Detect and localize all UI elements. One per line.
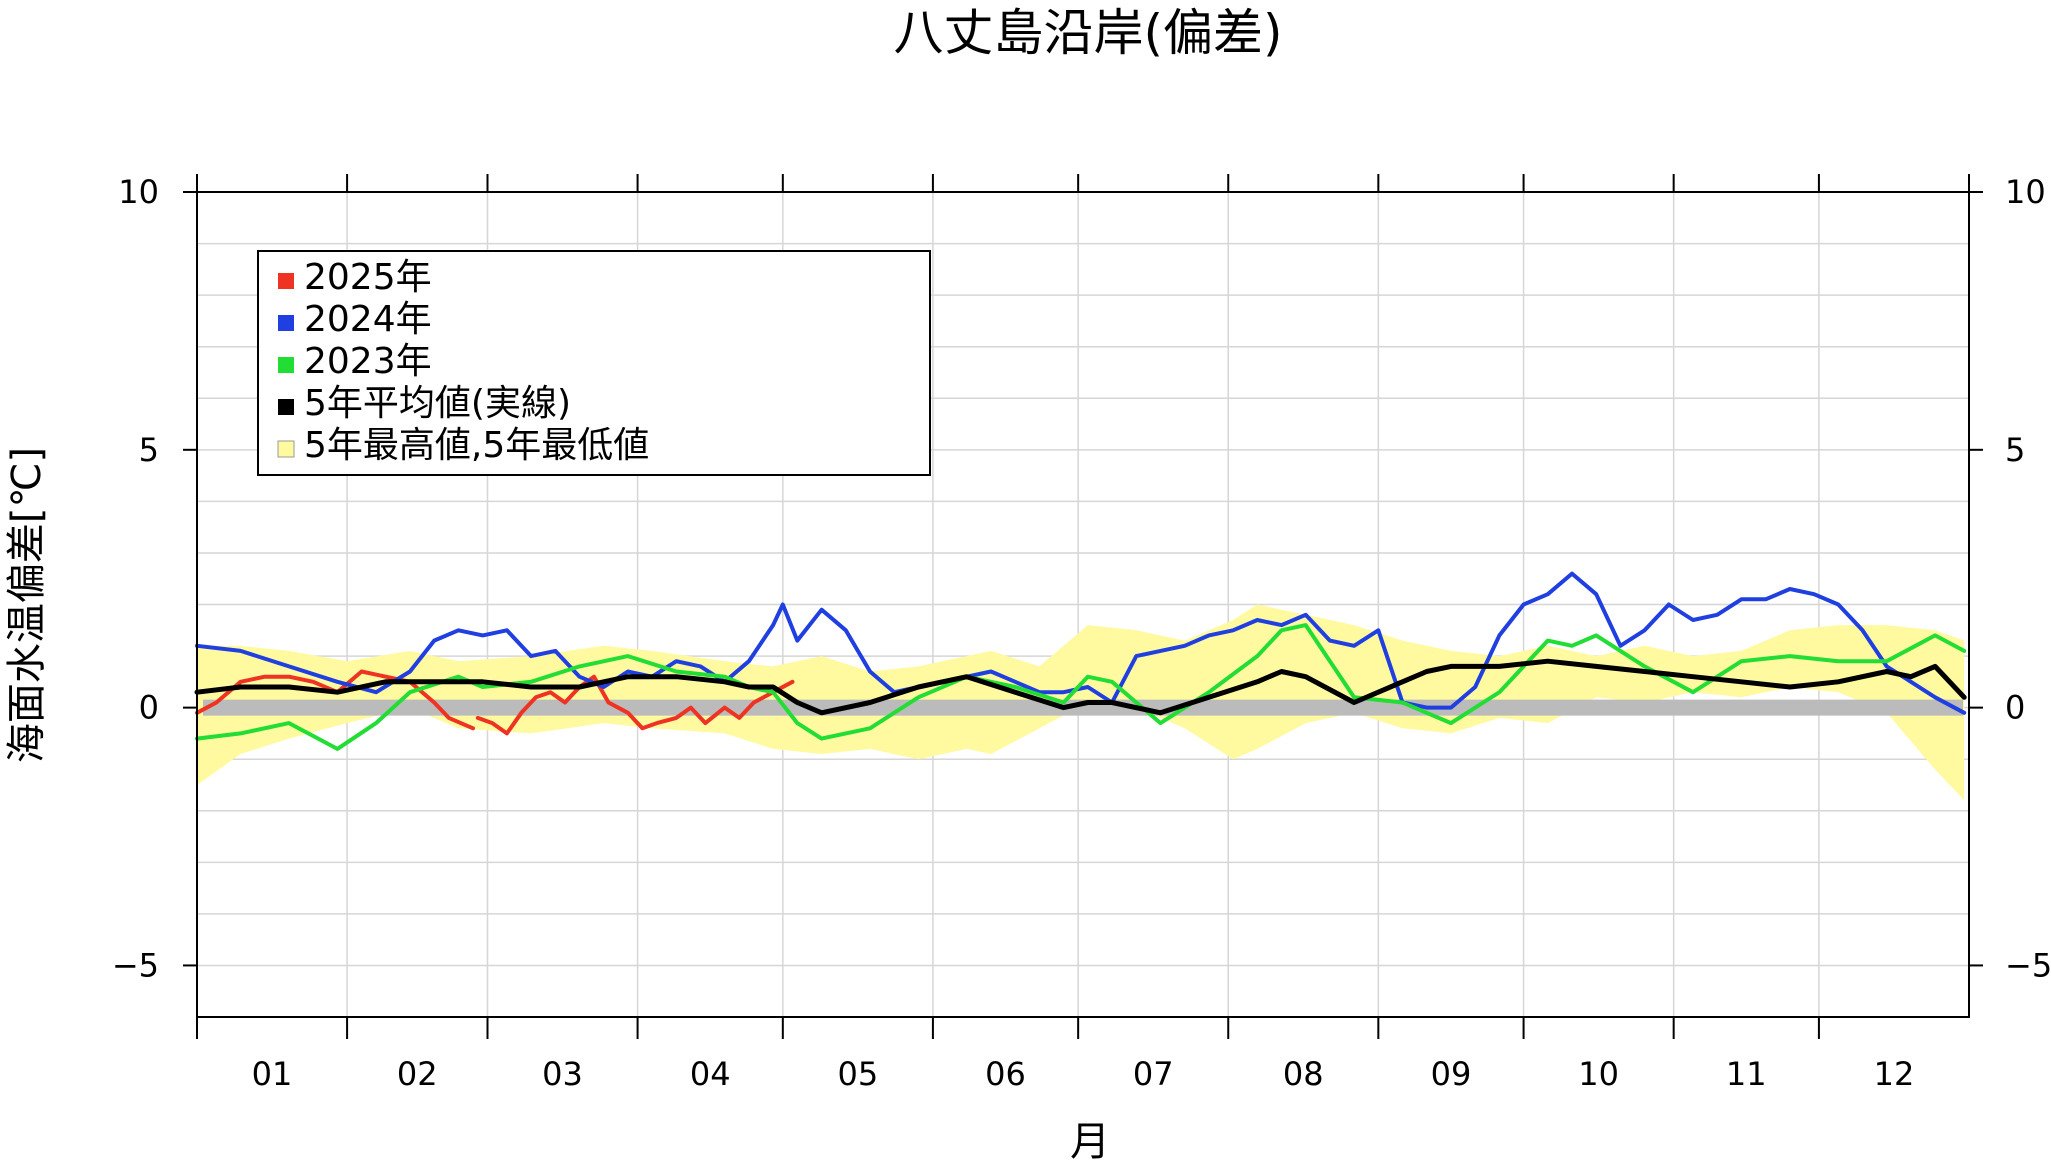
y-tick-label-right: 10	[2005, 173, 2046, 211]
legend-label: 5年最高値,5年最低値	[304, 425, 649, 466]
x-tick-label: 05	[838, 1055, 879, 1093]
y-tick-label-right: 0	[2005, 689, 2025, 727]
series-layer	[194, 571, 1967, 751]
x-tick-label: 03	[542, 1055, 583, 1093]
x-tick-label: 01	[252, 1055, 293, 1093]
x-tick-label: 11	[1726, 1055, 1767, 1093]
zero-band	[203, 699, 1963, 716]
x-tick-label: 07	[1133, 1055, 1174, 1093]
legend-swatch	[278, 399, 294, 415]
legend-swatch	[278, 315, 294, 331]
legend-box	[257, 250, 931, 476]
legend-label: 2024年	[304, 299, 432, 340]
x-tick-label: 04	[690, 1055, 731, 1093]
legend-label: 2025年	[304, 257, 432, 298]
chart-title: 八丈島沿岸(偏差)	[893, 4, 1282, 62]
series-line-000000	[194, 658, 1967, 716]
x-tick-label: 09	[1431, 1055, 1472, 1093]
legend-label: 5年平均値(実線)	[304, 383, 571, 424]
series-line-ee3322	[475, 674, 795, 736]
x-tick-label: 10	[1578, 1055, 1619, 1093]
x-tick-label: 02	[397, 1055, 438, 1093]
x-tick-label: 08	[1283, 1055, 1324, 1093]
y-tick-label-right: 5	[2005, 431, 2025, 469]
legend-swatch	[277, 440, 295, 458]
y-axis-label: 海面水温偏差[℃]	[4, 447, 50, 763]
legend-label: 2023年	[304, 341, 432, 382]
y-tick-label-left: −5	[112, 946, 159, 984]
y-tick-label-left: 10	[118, 173, 159, 211]
zero-band-layer	[203, 699, 1963, 716]
plot-frame	[196, 191, 1970, 1018]
x-tick-label: 12	[1874, 1055, 1915, 1093]
legend-swatch	[278, 273, 294, 289]
legend-swatch	[278, 357, 294, 373]
y-tick-label-right: −5	[2005, 946, 2051, 984]
x-tick-label: 06	[985, 1055, 1026, 1093]
y-tick-label-left: 5	[139, 431, 159, 469]
y-tick-label-left: 0	[139, 689, 159, 727]
x-axis-label: 月	[1070, 1119, 1110, 1165]
